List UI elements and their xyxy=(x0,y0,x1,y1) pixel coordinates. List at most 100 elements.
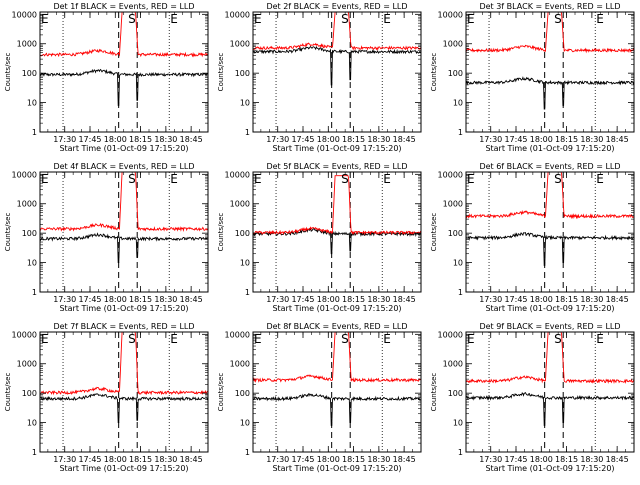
x-axis-label: Start Time (01-Oct-09 17:15:20) xyxy=(272,144,401,153)
x-tick-label: 17:30 xyxy=(266,135,289,144)
marker-label: E xyxy=(383,172,391,186)
y-tick-label: 10 xyxy=(27,259,37,268)
y-tick-label: 10000 xyxy=(225,330,250,339)
x-tick-label: 18:45 xyxy=(393,455,416,464)
x-tick-label: 18:30 xyxy=(580,135,603,144)
series-line-events xyxy=(466,76,634,110)
x-tick-label: 17:45 xyxy=(504,135,527,144)
x-tick-label: 17:30 xyxy=(266,455,289,464)
y-tick-label: 1000 xyxy=(230,40,250,49)
x-tick-label: 18:00 xyxy=(530,455,553,464)
x-tick-label: 18:15 xyxy=(555,455,578,464)
x-tick-label: 18:30 xyxy=(154,135,177,144)
x-tick-label: 18:45 xyxy=(180,455,203,464)
x-tick-label: 17:45 xyxy=(504,455,527,464)
series-line-events xyxy=(253,393,421,426)
marker-label: S xyxy=(341,332,349,346)
x-axis-label: Start Time (01-Oct-09 17:15:20) xyxy=(59,304,188,313)
panel-title: Det 5f BLACK = Events, RED = LLD xyxy=(266,162,407,171)
y-tick-label: 1000 xyxy=(17,360,37,369)
panel-frame xyxy=(465,171,635,293)
y-tick-label: 1000 xyxy=(230,360,250,369)
x-tick-label: 17:45 xyxy=(291,295,314,304)
y-tick-label: 10 xyxy=(240,419,250,428)
panel-title: Det 9f BLACK = Events, RED = LLD xyxy=(479,322,620,331)
series-line-lld xyxy=(253,12,421,51)
x-tick-label: 18:00 xyxy=(317,295,340,304)
detector-panel-4: Det 4f BLACK = Events, RED = LLD 1 10 100 10… xyxy=(4,162,209,313)
panel-frame xyxy=(465,11,635,133)
detector-panel-7: Det 7f BLACK = Events, RED = LLD 1 10 100 10… xyxy=(4,322,209,473)
x-tick-label: 17:30 xyxy=(53,295,76,304)
y-axis-label: Counts/sec xyxy=(430,373,438,412)
marker-label: E xyxy=(596,12,604,26)
y-tick-label: 1 xyxy=(458,448,463,457)
y-axis-label: Counts/sec xyxy=(217,53,225,92)
x-tick-label: 18:45 xyxy=(393,295,416,304)
x-axis-label: Start Time (01-Oct-09 17:15:20) xyxy=(59,144,188,153)
panel-title: Det 8f BLACK = Events, RED = LLD xyxy=(266,322,407,331)
panel-title: Det 3f BLACK = Events, RED = LLD xyxy=(479,2,620,11)
x-tick-label: 18:15 xyxy=(129,295,152,304)
y-tick-label: 10000 xyxy=(438,10,463,19)
detector-panel-8: Det 8f BLACK = Events, RED = LLD 1 10 100 10… xyxy=(217,322,422,473)
x-tick-label: 17:30 xyxy=(53,455,76,464)
panel-title: Det 6f BLACK = Events, RED = LLD xyxy=(479,162,620,171)
y-axis-label: Counts/sec xyxy=(4,213,12,252)
panel-series-group xyxy=(40,12,208,106)
x-tick-label: 17:45 xyxy=(78,455,101,464)
x-tick-label: 18:15 xyxy=(555,135,578,144)
marker-label: E xyxy=(254,172,262,186)
marker-label: E xyxy=(170,332,178,346)
x-axis-label: Start Time (01-Oct-09 17:15:20) xyxy=(272,464,401,473)
x-tick-label: 18:15 xyxy=(555,295,578,304)
y-tick-label: 100 xyxy=(448,69,463,78)
y-tick-label: 10000 xyxy=(12,170,37,179)
y-tick-label: 1 xyxy=(458,288,463,297)
panel-series-group xyxy=(40,332,208,424)
x-tick-label: 18:00 xyxy=(317,135,340,144)
y-tick-label: 1000 xyxy=(443,360,463,369)
panel-series-group xyxy=(253,12,421,86)
x-tick-label: 18:15 xyxy=(129,455,152,464)
y-tick-label: 10 xyxy=(453,99,463,108)
panel-series-group xyxy=(466,332,634,426)
y-axis-label: Counts/sec xyxy=(217,213,225,252)
x-axis-label: Start Time (01-Oct-09 17:15:20) xyxy=(272,304,401,313)
y-tick-label: 1 xyxy=(32,128,37,137)
y-tick-label: 100 xyxy=(235,69,250,78)
x-tick-label: 18:45 xyxy=(180,295,203,304)
marker-label: S xyxy=(554,332,562,346)
detector-panel-3: Det 3f BLACK = Events, RED = LLD 1 10 100 10… xyxy=(430,2,635,153)
y-axis-label: Counts/sec xyxy=(4,53,12,92)
marker-label: E xyxy=(596,332,604,346)
x-tick-label: 17:30 xyxy=(479,295,502,304)
series-line-events xyxy=(466,391,634,426)
x-tick-label: 18:30 xyxy=(367,295,390,304)
marker-label: E xyxy=(596,172,604,186)
panel-title: Det 7f BLACK = Events, RED = LLD xyxy=(53,322,194,331)
marker-label: E xyxy=(254,12,262,26)
y-tick-label: 100 xyxy=(22,229,37,238)
series-line-events xyxy=(40,232,208,264)
y-tick-label: 100 xyxy=(22,389,37,398)
x-tick-label: 18:30 xyxy=(580,295,603,304)
y-tick-label: 10 xyxy=(240,259,250,268)
y-tick-label: 10000 xyxy=(12,330,37,339)
y-tick-label: 1 xyxy=(245,448,250,457)
x-tick-label: 18:15 xyxy=(342,455,365,464)
marker-label: S xyxy=(128,332,136,346)
y-axis-label: Counts/sec xyxy=(4,373,12,412)
panel-series-group xyxy=(253,332,421,426)
y-tick-label: 10 xyxy=(240,99,250,108)
x-tick-label: 18:00 xyxy=(530,295,553,304)
x-tick-label: 18:00 xyxy=(317,455,340,464)
panel-title: Det 1f BLACK = Events, RED = LLD xyxy=(53,2,194,11)
series-line-events xyxy=(40,68,208,106)
series-line-lld xyxy=(466,172,634,220)
marker-label: E xyxy=(41,172,49,186)
y-tick-label: 1 xyxy=(32,288,37,297)
y-tick-label: 1000 xyxy=(443,200,463,209)
marker-label: E xyxy=(467,332,475,346)
series-line-lld xyxy=(40,12,208,58)
